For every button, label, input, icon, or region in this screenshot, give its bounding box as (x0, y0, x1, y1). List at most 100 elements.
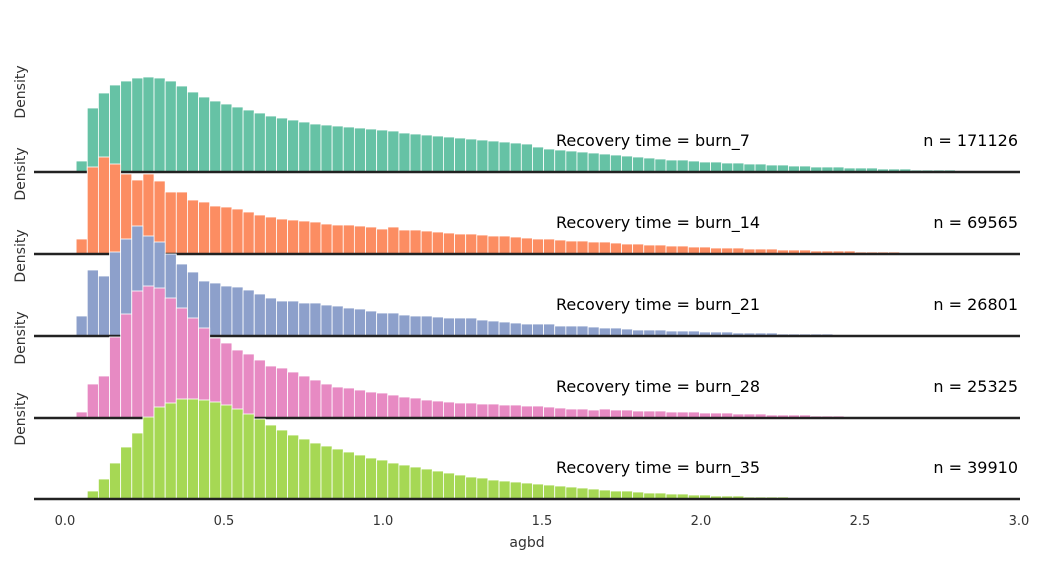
histogram-bar (443, 136, 455, 173)
histogram-bar (454, 137, 467, 173)
histogram-bar (532, 238, 544, 255)
histogram-bar (376, 228, 389, 255)
x-tick-label: 0.5 (214, 514, 235, 529)
histogram-bar (654, 158, 667, 173)
histogram-bar (264, 115, 277, 173)
y-axis-label: Density (13, 392, 29, 445)
histogram-bar (498, 321, 511, 337)
histogram-bar (565, 240, 578, 255)
histogram-bar (520, 323, 533, 337)
histogram-bar (365, 128, 378, 173)
histogram-bar (131, 432, 144, 500)
histogram-bar (365, 310, 378, 337)
histogram-bar (554, 407, 567, 419)
histogram-bar (120, 313, 133, 419)
histogram-bar (353, 127, 366, 173)
histogram-bar (231, 286, 244, 337)
histogram-bar (520, 482, 533, 500)
histogram-bar (253, 112, 266, 173)
histogram-bar (298, 121, 311, 173)
x-tick-label: 2.5 (850, 514, 871, 529)
histogram-bar (443, 472, 455, 500)
histogram-bar (253, 359, 266, 419)
histogram-bar (376, 392, 389, 419)
histogram-bar (431, 135, 444, 173)
histogram-bar (676, 159, 689, 173)
histogram-bar (587, 152, 600, 173)
histogram-bar (431, 231, 444, 255)
histogram-bar (331, 125, 344, 173)
histogram-bar (287, 219, 300, 255)
histogram-bar (454, 233, 467, 255)
histogram-bar (554, 239, 567, 255)
histogram-bar (331, 224, 344, 255)
histogram-bar (376, 312, 389, 337)
histogram-bar (443, 317, 455, 337)
x-tick-label: 1.0 (373, 514, 394, 529)
histogram-bar (164, 80, 177, 173)
histogram-bar (353, 225, 366, 255)
histogram-bar (220, 206, 233, 255)
histogram-bar (231, 106, 244, 173)
histogram-bar (465, 317, 478, 337)
histogram-bar (554, 485, 567, 500)
histogram-bar (520, 237, 533, 255)
histogram-bar (554, 149, 567, 173)
histogram-bar (387, 312, 400, 337)
histogram-bar (621, 155, 634, 173)
histogram-bar (231, 208, 244, 255)
x-tick-label: 1.5 (532, 514, 553, 529)
x-axis-title: agbd (509, 535, 544, 551)
histogram-bar (231, 349, 244, 419)
histogram-bar (576, 240, 589, 255)
histogram-bar (264, 365, 277, 419)
histogram-bar (443, 232, 455, 255)
histogram-bar (309, 442, 322, 500)
histogram-bar (365, 457, 378, 500)
histogram-bar (587, 326, 600, 337)
histogram-bar (97, 275, 110, 337)
histogram-bar (598, 241, 611, 255)
histogram-bar (209, 100, 222, 173)
x-axis: 0.0 0.5 1.0 1.5 2.0 2.5 3.0 (55, 514, 1030, 529)
histogram-bar (420, 315, 433, 337)
histogram-bar (487, 403, 500, 419)
histogram-bar (543, 323, 556, 337)
histogram-bar (342, 451, 355, 500)
histogram-bar (632, 156, 645, 173)
histogram-bar (576, 408, 589, 419)
histogram-bar (109, 336, 122, 419)
histogram-bar (498, 141, 511, 173)
histogram-bar (420, 399, 433, 419)
histogram-bar (342, 224, 355, 255)
histogram-bar (509, 481, 522, 500)
histogram-bar (565, 150, 578, 173)
y-axis-label: Density (13, 147, 29, 200)
histogram-bar (498, 404, 511, 419)
histogram-bar (142, 416, 155, 500)
histogram-bar (353, 389, 366, 419)
series-name-label: Recovery time = burn_7 (556, 131, 750, 151)
histogram-bar (86, 383, 99, 419)
histogram-bar (454, 402, 467, 419)
histogram-bar (509, 322, 522, 337)
histogram-bar (387, 462, 400, 500)
histogram-bar (532, 146, 544, 173)
histogram-bar (554, 325, 567, 337)
histogram-bar (287, 434, 300, 500)
histogram-bar (643, 244, 656, 255)
histogram-bar (320, 445, 333, 500)
histogram-bar (164, 402, 177, 500)
histogram-bar (509, 236, 522, 255)
histogram-bar (520, 143, 533, 173)
histogram-bar (287, 119, 300, 173)
histogram-bar (153, 77, 166, 173)
histogram-bar (86, 269, 99, 337)
histogram-bar (543, 406, 556, 419)
histogram-bar (431, 400, 444, 419)
histogram-bar (131, 290, 144, 419)
histogram-bar (209, 401, 222, 500)
histogram-bar (632, 243, 645, 255)
histogram-bar (198, 399, 211, 500)
histogram-bar (476, 403, 489, 419)
